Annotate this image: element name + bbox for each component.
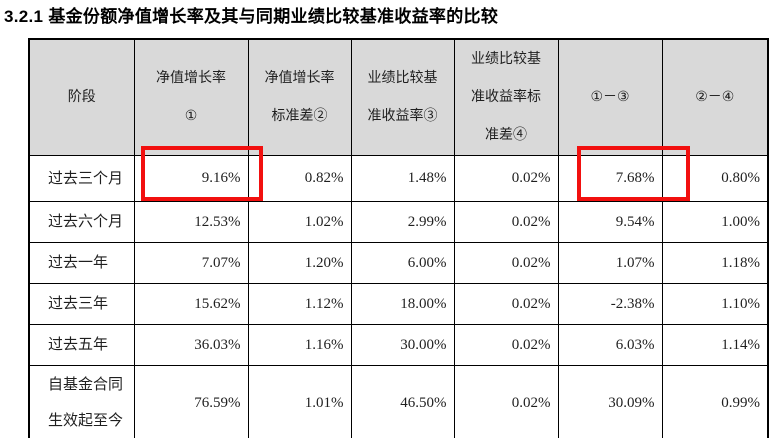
value-cell: 1.16% — [247, 324, 352, 367]
column-header: 业绩比较基 准收益率标 准差④ — [453, 38, 559, 157]
value-cell: 6.00% — [350, 242, 455, 285]
stage-cell: 自基金合同 生效起至今 — [28, 365, 135, 438]
value-cell: 1.12% — [247, 283, 352, 326]
column-header: 净值增长率 标准差② — [247, 38, 352, 157]
value-cell: 76.59% — [133, 365, 249, 438]
value-cell: 1.00% — [661, 201, 769, 244]
value-cell: 0.02% — [453, 242, 559, 285]
value-cell: 7.07% — [133, 242, 249, 285]
value-cell: 1.14% — [661, 324, 769, 367]
value-cell: 0.02% — [453, 324, 559, 367]
value-cell: 1.07% — [557, 242, 663, 285]
section-title: 3.2.1 基金份额净值增长率及其与同期业绩比较基准收益率的比较 — [4, 7, 499, 26]
column-header: ②－④ — [661, 38, 769, 157]
value-cell: 18.00% — [350, 283, 455, 326]
table-row: 过去三个月 9.16% 0.82% 1.48% 0.02% 7.68% 0.80% — [28, 155, 769, 203]
column-header: 业绩比较基 准收益率③ — [350, 38, 455, 157]
table-row: 过去三年 15.62% 1.12% 18.00% 0.02% -2.38% 1.10% — [28, 283, 769, 326]
value-cell: 7.68% — [557, 155, 663, 203]
comparison-table: 阶段 净值增长率 ① 净值增长率 标准差② 业绩比较基 准收益率③ 业绩比较基 准收益率… — [28, 38, 769, 438]
column-header: 净值增长率 ① — [133, 38, 249, 157]
value-cell: 9.16% — [133, 155, 249, 203]
value-cell: 6.03% — [557, 324, 663, 367]
stage-cell: 过去五年 — [28, 324, 135, 367]
value-cell: 36.03% — [133, 324, 249, 367]
value-cell: 1.10% — [661, 283, 769, 326]
value-cell: 15.62% — [133, 283, 249, 326]
value-cell: 1.02% — [247, 201, 352, 244]
value-cell: 0.02% — [453, 365, 559, 438]
table-header-row: 阶段 净值增长率 ① 净值增长率 标准差② 业绩比较基 准收益率③ 业绩比较基 准收益率… — [28, 38, 769, 157]
value-cell: 12.53% — [133, 201, 249, 244]
stage-cell: 过去六个月 — [28, 201, 135, 244]
table-row: 自基金合同 生效起至今 76.59% 1.01% 46.50% 0.02% 30.09% 0… — [28, 365, 769, 438]
value-cell: 0.80% — [661, 155, 769, 203]
value-cell: 9.54% — [557, 201, 663, 244]
column-header: ①－③ — [557, 38, 663, 157]
value-cell: 30.00% — [350, 324, 455, 367]
value-cell: 0.99% — [661, 365, 769, 438]
value-cell: 1.20% — [247, 242, 352, 285]
table-row: 过去六个月 12.53% 1.02% 2.99% 0.02% 9.54% 1.00% — [28, 201, 769, 244]
value-cell: 30.09% — [557, 365, 663, 438]
table-row: 过去一年 7.07% 1.20% 6.00% 0.02% 1.07% 1.18% — [28, 242, 769, 285]
value-cell: 0.02% — [453, 155, 559, 203]
stage-cell: 过去一年 — [28, 242, 135, 285]
stage-cell: 过去三个月 — [28, 155, 135, 203]
value-cell: -2.38% — [557, 283, 663, 326]
performance-comparison-table: 阶段 净值增长率 ① 净值增长率 标准差② 业绩比较基 准收益率③ 业绩比较基 准收益率… — [28, 38, 769, 438]
value-cell: 0.02% — [453, 201, 559, 244]
value-cell: 1.18% — [661, 242, 769, 285]
table-body: 过去三个月 9.16% 0.82% 1.48% 0.02% 7.68% 0.80% 过去六个月… — [28, 155, 769, 438]
value-cell: 0.82% — [247, 155, 352, 203]
table-row: 过去五年 36.03% 1.16% 30.00% 0.02% 6.03% 1.14% — [28, 324, 769, 367]
value-cell: 46.50% — [350, 365, 455, 438]
value-cell: 1.48% — [350, 155, 455, 203]
value-cell: 0.02% — [453, 283, 559, 326]
column-header: 阶段 — [28, 38, 135, 157]
stage-cell: 过去三年 — [28, 283, 135, 326]
value-cell: 1.01% — [247, 365, 352, 438]
value-cell: 2.99% — [350, 201, 455, 244]
